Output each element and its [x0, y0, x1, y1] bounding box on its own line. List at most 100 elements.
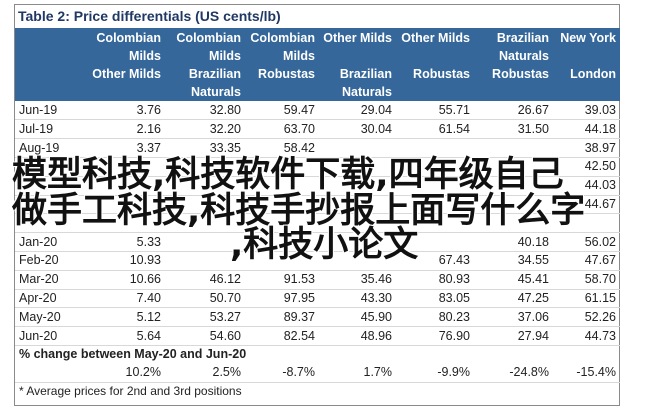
table-cell: 76.90 — [438, 328, 470, 343]
column-header-top: Other Milds — [401, 31, 470, 45]
table-cell: 61.15 — [584, 291, 616, 305]
row-separator — [15, 175, 620, 177]
row-label: Jun-19 — [19, 103, 58, 117]
row-separator — [15, 213, 620, 215]
footnote: * Average prices for 2nd and 3rd positio… — [19, 384, 242, 399]
table-cell: 2.16 — [136, 121, 161, 136]
overlay-text: 模型科技,科技软件下载,四年级自己 — [12, 155, 564, 195]
row-separator — [15, 269, 620, 271]
row-separator — [15, 288, 620, 290]
table-cell: 47.25 — [517, 291, 549, 305]
table-cell: 38.97 — [584, 140, 616, 155]
table-cell: 37.06 — [517, 309, 549, 324]
change-cell: 1.7% — [363, 365, 393, 380]
row-separator — [15, 138, 620, 140]
column-header-top: Colombian Milds — [250, 31, 315, 63]
row-label: Jan-20 — [19, 234, 58, 249]
table-cell: 58.42 — [283, 140, 315, 155]
table-cell: 30.04 — [360, 121, 392, 136]
table-cell: 89.37 — [283, 309, 315, 324]
table-cell: 61.54 — [438, 121, 470, 136]
row-separator — [15, 326, 620, 328]
table-cell: 10.93 — [129, 253, 161, 268]
change-cell: -8.7% — [282, 365, 315, 380]
column-header-bottom: Robustas — [413, 67, 470, 81]
column-header-bottom: London — [570, 67, 616, 81]
table-cell: 5.64 — [136, 328, 161, 343]
table-cell: 45.41 — [517, 272, 549, 287]
table-cell: 7.40 — [136, 291, 161, 305]
column-header-bottom: Robustas — [258, 67, 315, 81]
table-cell: 29.04 — [360, 103, 392, 117]
column-header-top: Colombian Milds — [96, 31, 161, 63]
table-cell: 5.12 — [136, 309, 161, 324]
table-cell: 31.50 — [517, 121, 549, 136]
table-cell: 80.23 — [438, 309, 470, 324]
table-cell: 44.67 — [584, 197, 616, 211]
overlay-text: 做手工科技,科技手抄报上面写什么字 — [12, 191, 586, 231]
table-cell: 10.66 — [129, 272, 161, 287]
table-cell: 44.03 — [584, 178, 616, 193]
table-cell: 82.54 — [283, 328, 315, 343]
change-cell: -15.4% — [576, 365, 616, 380]
change-cell: 10.2% — [125, 365, 161, 380]
table-cell: 35.46 — [360, 272, 392, 287]
table-cell: 59.47 — [283, 103, 315, 117]
table-cell: 45.90 — [360, 309, 392, 324]
row-separator — [15, 382, 620, 384]
table-cell: 47.67 — [584, 253, 616, 268]
row-label: Jun-20 — [19, 328, 58, 343]
table-cell: 26.67 — [517, 103, 549, 117]
table-cell: 42.50 — [584, 159, 616, 174]
table-cell: 63.70 — [283, 121, 315, 136]
table-cell: 48.96 — [360, 328, 392, 343]
table-cell: 50.70 — [209, 291, 241, 305]
table-cell: 40.18 — [517, 234, 549, 249]
row-label: May-20 — [19, 309, 61, 324]
table-title: Table 2: Price differentials (US cents/l… — [18, 8, 281, 24]
table-cell: 32.20 — [209, 121, 241, 136]
table-cell: 43.30 — [360, 291, 392, 305]
row-separator — [15, 250, 620, 252]
table-cell: 58.70 — [584, 272, 616, 287]
table-cell: 3.76 — [136, 103, 161, 117]
row-label: Mar-20 — [19, 272, 59, 287]
table-cell: 34.55 — [517, 253, 549, 268]
table-cell: 32.80 — [209, 103, 241, 117]
table-cell: 91.53 — [283, 272, 315, 287]
table-cell: 52.26 — [584, 309, 616, 324]
change-cell: -9.9% — [437, 365, 470, 380]
table-cell: 39.03 — [584, 103, 616, 117]
column-header-bottom: Robustas — [492, 67, 549, 81]
column-header-top: Colombian Milds — [176, 31, 241, 63]
table-cell: 97.95 — [283, 291, 315, 305]
column-header-top: Other Milds — [323, 31, 392, 45]
row-separator — [15, 194, 620, 196]
row-separator — [15, 156, 620, 158]
table-cell: 56.02 — [584, 234, 616, 249]
table-cell: 67.43 — [438, 253, 470, 268]
table-cell: 44.18 — [584, 121, 616, 136]
row-label: Aug-19 — [19, 140, 60, 155]
overlay-text: ,科技小论文 — [230, 225, 419, 265]
row-separator — [15, 119, 620, 121]
column-header-bottom: Other Milds — [92, 67, 161, 81]
column-header-top: New York — [560, 31, 616, 45]
table-cell: 55.71 — [438, 103, 470, 117]
row-separator — [15, 232, 620, 234]
table-cell: 27.94 — [517, 328, 549, 343]
table-cell: 53.27 — [209, 309, 241, 324]
table-cell: 5.33 — [136, 234, 161, 249]
row-label: Apr-20 — [19, 291, 57, 305]
column-header-top: Brazilian Naturals — [496, 31, 549, 63]
table-cell: 80.93 — [438, 272, 470, 287]
table-cell: 54.60 — [209, 328, 241, 343]
change-cell: -24.8% — [509, 365, 549, 380]
row-label: Feb-20 — [19, 253, 59, 268]
column-header-bottom: Brazilian Naturals — [339, 67, 392, 99]
table-frame — [14, 4, 620, 406]
table-cell: 44.73 — [584, 328, 616, 343]
row-separator — [15, 307, 620, 309]
header-band — [15, 28, 620, 101]
